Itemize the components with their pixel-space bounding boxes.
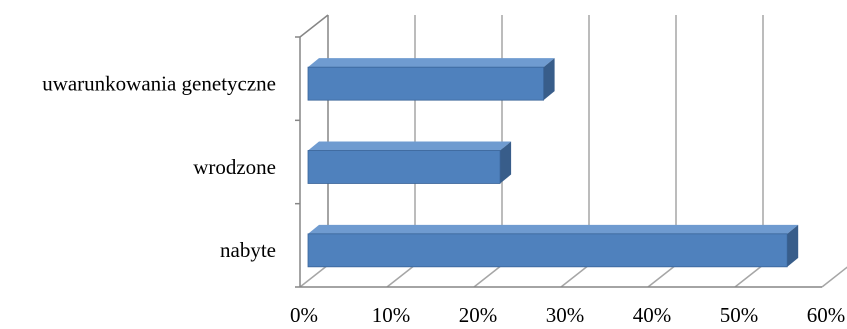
bar bbox=[307, 58, 555, 101]
x-tick-label: 0% bbox=[290, 303, 318, 327]
category-label: uwarunkowania genetyczne bbox=[42, 71, 276, 95]
bar-top bbox=[308, 224, 799, 234]
x-tick-label: 60% bbox=[807, 303, 846, 327]
category-labels: uwarunkowania genetyczne wrodzone nabyte bbox=[42, 71, 276, 262]
bar-side bbox=[500, 141, 512, 184]
floor-gridline bbox=[734, 264, 764, 288]
x-tick-label: 10% bbox=[372, 303, 411, 327]
x-tick-label: 50% bbox=[720, 303, 759, 327]
x-tick-label: 40% bbox=[633, 303, 672, 327]
axes bbox=[295, 14, 822, 288]
bar-top bbox=[308, 141, 512, 151]
floor-gridline bbox=[386, 264, 416, 288]
bar-front bbox=[307, 66, 545, 101]
x-tick-label: 20% bbox=[459, 303, 498, 327]
floor-gridline bbox=[560, 264, 590, 288]
bar-side bbox=[787, 224, 799, 267]
gridlines bbox=[299, 15, 847, 288]
category-label: wrodzone bbox=[193, 155, 276, 179]
bar bbox=[307, 224, 799, 268]
floor-gridline bbox=[473, 264, 503, 288]
bar bbox=[307, 141, 512, 184]
y-axis-top-edge bbox=[299, 14, 329, 38]
category-label: nabyte bbox=[220, 238, 276, 262]
bar-side bbox=[543, 58, 555, 101]
bar-front bbox=[307, 150, 501, 184]
x-tick-labels: 0% 10% 20% 30% 40% 50% 60% bbox=[290, 303, 845, 327]
floor-gridline bbox=[821, 266, 847, 288]
bar-top bbox=[308, 58, 555, 68]
floor-gridline bbox=[299, 264, 329, 288]
floor-gridline bbox=[647, 264, 677, 288]
bars bbox=[307, 58, 799, 268]
x-tick-label: 30% bbox=[546, 303, 585, 327]
bar-front bbox=[307, 233, 788, 268]
